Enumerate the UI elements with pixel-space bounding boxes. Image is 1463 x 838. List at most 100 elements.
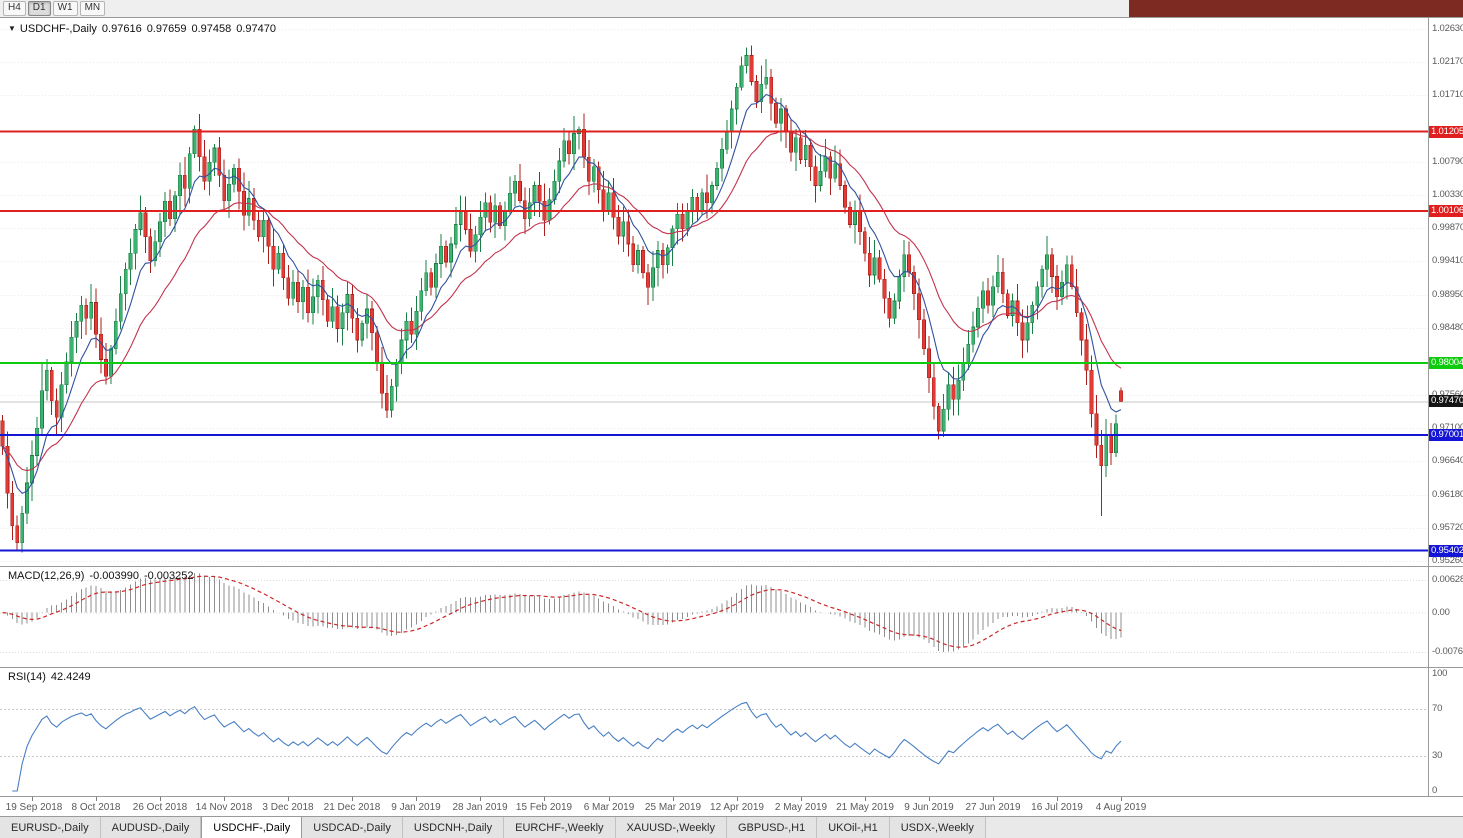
price-axis-label: 0.96180 — [1432, 488, 1463, 500]
pane-separator-macd[interactable] — [0, 566, 1463, 567]
ma-slow-line — [2, 130, 1122, 472]
time-axis-tick — [96, 797, 97, 801]
toolbar-separator — [0, 17, 1463, 18]
price-axis-label: 0.99410 — [1432, 255, 1463, 267]
macd-histogram — [6, 573, 1122, 653]
pane-separator-rsi[interactable] — [0, 667, 1463, 668]
price-axis: 1.02630 1.02170 1.01710 1.00790 1.00330 0.998… — [1429, 18, 1463, 566]
time-axis-tick — [609, 797, 610, 801]
time-axis-label: 12 Apr 2019 — [710, 802, 764, 813]
price-axis-label: 1.00790 — [1432, 155, 1463, 167]
macd-name: MACD(12,26,9) — [8, 570, 85, 582]
macd-axis-label: -0.00762 — [1432, 646, 1463, 658]
macd-value-signal: -0.003252 — [143, 570, 194, 582]
time-axis-label: 25 Mar 2019 — [644, 802, 702, 813]
macd-indicator-label: MACD(12,26,9) -0.003990 -0.003252 — [8, 570, 194, 582]
level-badge-1.01205: 1.01205 — [1429, 125, 1463, 138]
time-axis-label: 8 Oct 2018 — [71, 802, 121, 813]
ohlc-high: 0.97659 — [146, 23, 187, 35]
chart-tab-bar: EURUSD-,Daily AUDUSD-,Daily USDCHF-,Daily U… — [0, 816, 1463, 838]
macd-axis: 0.006286 0.00 -0.00762 — [1429, 567, 1463, 667]
time-axis-tick — [993, 797, 994, 801]
time-axis-tick — [352, 797, 353, 801]
chart-tab-ukoil-h1[interactable]: UKOil-,H1 — [817, 817, 890, 838]
rsi-name: RSI(14) — [8, 671, 46, 683]
chart-tab-eurchf-weekly[interactable]: EURCHF-,Weekly — [504, 817, 616, 838]
price-axis-label: 0.98950 — [1432, 288, 1463, 300]
price-axis-label: 0.96640 — [1432, 455, 1463, 467]
level-badge-1.00106: 1.00106 — [1429, 205, 1463, 218]
time-axis-label: 9 Jun 2019 — [904, 802, 954, 813]
price-axis-label: 0.97100 — [1432, 422, 1463, 434]
price-axis-label: 0.98480 — [1432, 322, 1463, 334]
time-axis-tick — [865, 797, 866, 801]
chart-tab-audusd-daily[interactable]: AUDUSD-,Daily — [100, 817, 202, 838]
time-axis-label: 15 Feb 2019 — [515, 802, 573, 813]
macd-value-main: -0.003990 — [89, 570, 139, 582]
axis-column-separator — [1428, 18, 1429, 796]
time-axis-label: 3 Dec 2018 — [262, 802, 314, 813]
rsi-canvas[interactable] — [0, 668, 1429, 796]
time-axis-tick — [416, 797, 417, 801]
time-axis-label: 14 Nov 2018 — [195, 802, 253, 813]
time-axis-label: 4 Aug 2019 — [1095, 802, 1147, 813]
chart-tab-usdchf-daily[interactable]: USDCHF-,Daily — [201, 817, 303, 838]
time-axis-label: 27 Jun 2019 — [965, 802, 1021, 813]
timeframe-button-h4[interactable]: H4 — [3, 1, 26, 16]
timeframe-button-w1[interactable]: W1 — [52, 1, 78, 16]
time-axis-label: 6 Mar 2019 — [583, 802, 635, 813]
price-axis-label: 0.97560 — [1432, 388, 1463, 400]
chart-tab-usdx-weekly[interactable]: USDX-,Weekly — [889, 817, 986, 838]
time-axis-label: 21 Dec 2018 — [323, 802, 381, 813]
macd-axis-label: 0.00 — [1432, 606, 1450, 618]
ma-fast-line — [2, 93, 1122, 495]
time-axis-label: 19 Sep 2018 — [5, 802, 63, 813]
price-axis-label: 0.99870 — [1432, 222, 1463, 234]
toolbar-right-block — [1129, 0, 1463, 17]
price-axis-label: 0.95720 — [1432, 521, 1463, 533]
time-axis[interactable]: 19 Sep 2018 8 Oct 2018 26 Oct 2018 14 Nov 2… — [0, 797, 1429, 816]
chart-tab-gbpusd-h1[interactable]: GBPUSD-,H1 — [726, 817, 818, 838]
price-axis-label: 0.95260 — [1432, 554, 1463, 566]
time-axis-tick — [544, 797, 545, 801]
time-axis-tick — [1057, 797, 1058, 801]
timeframe-button-group: H4 D1 W1 MN — [3, 1, 107, 16]
chart-tab-xauusd-weekly[interactable]: XAUUSD-,Weekly — [615, 817, 727, 838]
level-badge-0.95402: 0.95402 — [1429, 544, 1463, 557]
price-axis-label: 1.02170 — [1432, 56, 1463, 68]
rsi-axis: 100 70 30 0 — [1429, 668, 1463, 796]
time-axis-label: 26 Oct 2018 — [132, 802, 188, 813]
current-price-badge: 0.97470 — [1429, 395, 1463, 408]
timeframe-button-d1[interactable]: D1 — [27, 1, 51, 16]
chart-menu-icon[interactable]: ▼ — [8, 24, 16, 33]
time-axis-label: 16 Jul 2019 — [1031, 802, 1083, 813]
rsi-axis-label: 0 — [1432, 785, 1438, 796]
ohlc-close: 0.97470 — [236, 23, 276, 35]
macd-canvas[interactable] — [0, 567, 1429, 667]
candles-layer — [0, 45, 1123, 553]
price-chart-canvas[interactable] — [0, 18, 1429, 566]
chart-symbol-period: USDCHF-,Daily — [19, 23, 97, 35]
time-axis-tick — [288, 797, 289, 801]
time-axis-tick — [480, 797, 481, 801]
time-axis-separator — [0, 796, 1463, 797]
price-axis-label: 1.00330 — [1432, 188, 1463, 200]
time-axis-label: 21 May 2019 — [836, 802, 894, 813]
chart-tab-eurusd-daily[interactable]: EURUSD-,Daily — [0, 817, 101, 838]
ohlc-low: 0.97458 — [191, 23, 232, 35]
time-axis-tick — [673, 797, 674, 801]
time-axis-tick — [929, 797, 930, 801]
rsi-axis-label: 70 — [1432, 703, 1443, 715]
time-axis-tick — [32, 797, 33, 801]
time-axis-label: 2 May 2019 — [774, 802, 828, 813]
time-axis-tick — [801, 797, 802, 801]
rsi-axis-label: 30 — [1432, 749, 1443, 761]
timeframe-button-mn[interactable]: MN — [79, 1, 106, 16]
ohlc-open: 0.97616 — [101, 23, 142, 35]
rsi-line — [12, 701, 1122, 792]
chart-tab-usdcnh-daily[interactable]: USDCNH-,Daily — [402, 817, 505, 838]
time-axis-tick — [737, 797, 738, 801]
chart-tab-usdcad-daily[interactable]: USDCAD-,Daily — [302, 817, 403, 838]
rsi-axis-label: 100 — [1432, 668, 1448, 679]
timeframe-toolbar: H4 D1 W1 MN — [0, 0, 1463, 17]
